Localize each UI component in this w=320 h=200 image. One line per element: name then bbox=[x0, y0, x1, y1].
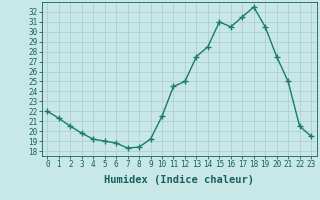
X-axis label: Humidex (Indice chaleur): Humidex (Indice chaleur) bbox=[104, 175, 254, 185]
